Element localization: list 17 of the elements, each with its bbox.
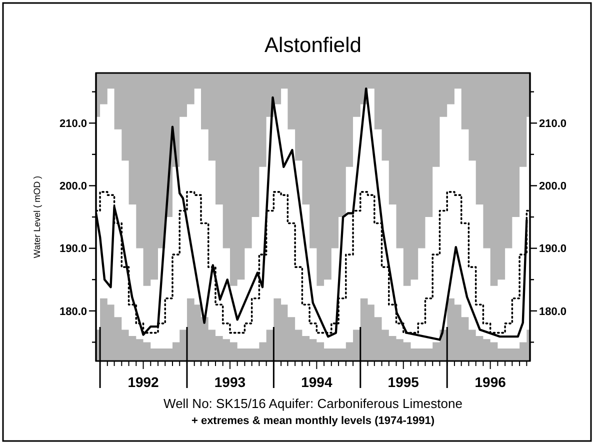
x-tick-label: 1992 [128,374,160,390]
y2-tick-label: 190.0 [539,243,567,256]
chart-title: Alstonfield [264,34,362,57]
x-tick-label: 1995 [388,374,420,390]
y2-tick-label: 200.0 [539,180,567,193]
x-tick-label: 1994 [301,374,332,390]
x-tick-label: 1996 [474,374,506,390]
y-tick-label: 210.0 [59,118,87,130]
text: + extremes & mean monthly levels (1974-1991) [191,415,435,427]
y-tick-label: 190.0 [59,243,87,256]
text: Well No: SK15/16 Aquifer: Carboniferous Limestone [164,396,462,411]
x-tick-label: 1993 [214,374,246,390]
y-tick-label: 180.0 [59,306,87,318]
y2-tick-label: 210.0 [539,118,567,130]
y2-tick-label: 180.0 [539,306,567,318]
y-tick-label: 200.0 [59,180,87,193]
y-axis-title: Water Level ( mOD ) [32,176,42,258]
